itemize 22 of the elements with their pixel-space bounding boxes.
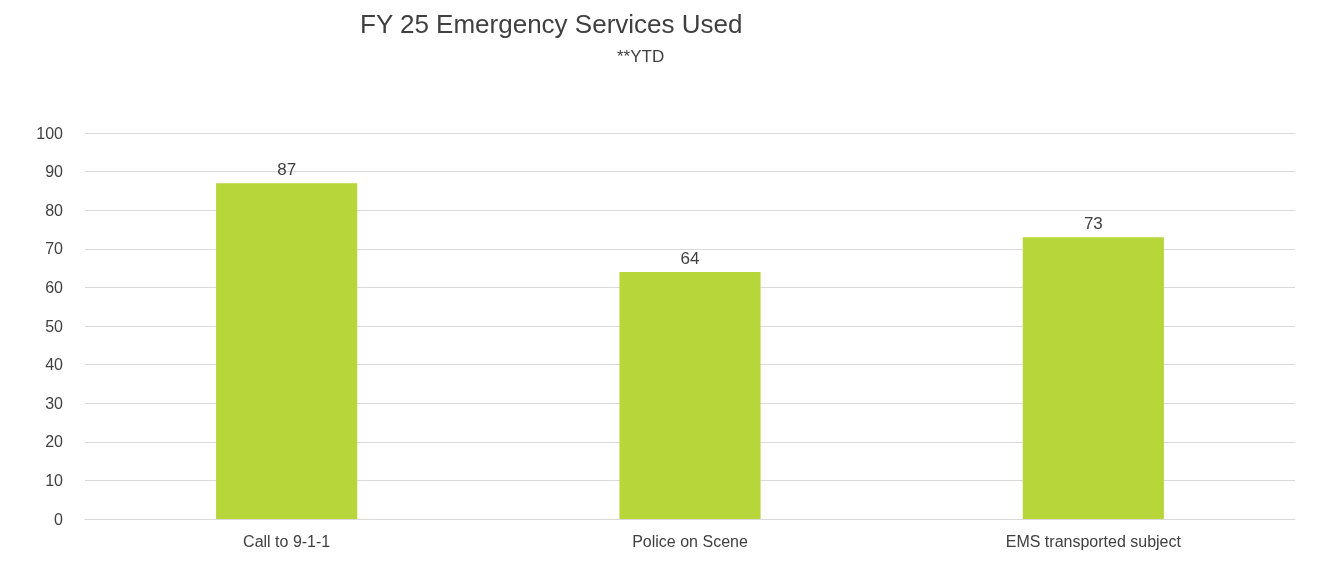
bar bbox=[216, 183, 358, 519]
y-tick-label: 100 bbox=[36, 124, 64, 142]
bar bbox=[619, 271, 761, 519]
y-tick-label: 40 bbox=[45, 356, 64, 374]
y-tick-label: 80 bbox=[45, 201, 64, 219]
y-tick-label: 90 bbox=[45, 163, 64, 181]
bar bbox=[1022, 237, 1164, 519]
data-label: 87 bbox=[277, 160, 297, 180]
y-tick-label: 70 bbox=[45, 240, 64, 258]
y-tick-label: 30 bbox=[45, 394, 64, 412]
x-tick-label: Police on Scene bbox=[632, 532, 748, 550]
y-tick-label: 50 bbox=[45, 317, 64, 335]
y-tick-label: 0 bbox=[54, 510, 64, 528]
y-tick-label: 20 bbox=[45, 433, 64, 451]
chart-subtitle: **YTD bbox=[617, 47, 665, 66]
x-tick-label: Call to 9-1-1 bbox=[243, 532, 331, 550]
y-tick-label: 60 bbox=[45, 278, 64, 296]
x-tick-label: EMS transported subject bbox=[1005, 532, 1182, 550]
data-label: 64 bbox=[680, 248, 700, 268]
y-tick-label: 10 bbox=[45, 471, 64, 489]
chart-title: FY 25 Emergency Services Used bbox=[360, 9, 743, 39]
data-label: 73 bbox=[1083, 214, 1103, 234]
